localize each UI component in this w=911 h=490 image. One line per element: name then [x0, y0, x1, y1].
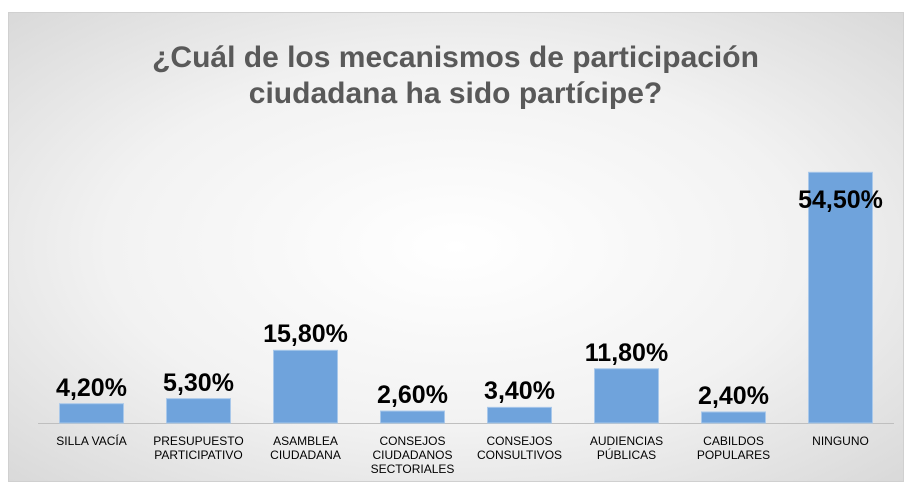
- chart-area: [8, 12, 904, 482]
- bar: [380, 410, 445, 424]
- x-tick-label: SILLA VACÍA: [56, 434, 127, 448]
- value-label: 5,30%: [163, 368, 234, 397]
- x-tick-label: AUDIENCIAS PÚBLICAS: [589, 434, 664, 462]
- x-tick-label: CABILDOS POPULARES: [696, 434, 771, 462]
- value-label: 11,80%: [584, 338, 669, 367]
- value-label: 2,60%: [377, 381, 448, 410]
- bar: [594, 368, 659, 424]
- bar: [273, 349, 338, 424]
- bar: [59, 403, 124, 424]
- x-tick-label: CONSEJOS CIUDADANOS SECTORIALES: [370, 434, 455, 476]
- value-label: 3,40%: [484, 377, 555, 406]
- bar: [701, 411, 766, 424]
- x-tick-label: CONSEJOS CONSULTIVOS: [476, 434, 563, 462]
- bar: [166, 398, 231, 424]
- x-tick-label: PRESUPUESTO PARTICIPATIVO: [153, 434, 244, 462]
- value-label: 4,20%: [56, 373, 127, 402]
- bar: [808, 171, 873, 424]
- chart-title: ¿Cuál de los mecanismos de participación…: [152, 41, 759, 110]
- value-label: 54,50%: [798, 186, 883, 215]
- bar: [487, 406, 552, 424]
- value-label: 2,40%: [698, 381, 769, 410]
- x-tick-label: NINGUNO: [812, 434, 869, 448]
- x-tick-label: ASAMBLEA CIUDADANA: [270, 434, 341, 462]
- value-label: 15,80%: [263, 320, 348, 349]
